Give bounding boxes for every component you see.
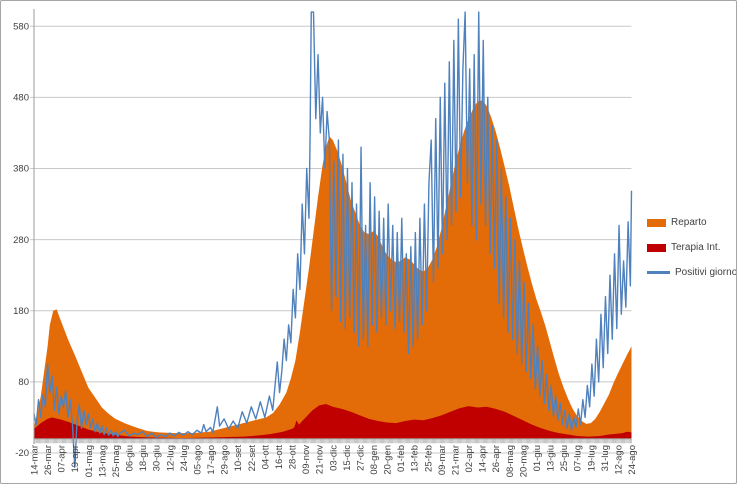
y-axis-label: 480 [13, 93, 29, 104]
x-axis-label: 14-apr [478, 445, 489, 472]
x-axis-label: 21-mar [451, 445, 462, 475]
y-axis-label: 80 [18, 377, 29, 388]
x-axis-label: 22-set [247, 445, 258, 472]
daily-tick-marks [33, 439, 632, 444]
x-axis-label: 28-ott [288, 445, 299, 470]
y-axis-label: 280 [13, 235, 29, 246]
x-axis-label: 26-apr [491, 445, 502, 472]
x-axis-label: 13-feb [410, 445, 421, 472]
x-axis-label: 01-feb [396, 445, 407, 472]
x-axis-label: 25-giu [559, 445, 570, 471]
x-axis-label: 12-lug [165, 445, 176, 471]
x-axis-label: 08-mag [505, 445, 516, 477]
x-axis-label: 18-giu [138, 445, 149, 471]
x-axis-label: 20-gen [383, 445, 394, 475]
x-axis-label: 21-nov [315, 445, 326, 474]
x-axis-label: 16-ott [274, 445, 285, 470]
reparto-area-swatch [647, 218, 666, 227]
legend-item-positivi-giorno: Positivi giorno [647, 260, 737, 285]
x-axis-label: 25-mag [111, 445, 122, 477]
chart-legend: Reparto Terapia Int. Positivi giorno [647, 210, 737, 285]
x-axis-label: 30-giu [152, 445, 163, 471]
y-axis-label: 380 [13, 164, 29, 175]
x-axis-label: 14-mar [30, 445, 41, 475]
x-axis-label: 17-ago [206, 445, 217, 475]
y-axis-label: 180 [13, 306, 29, 317]
x-axis-label: 04-ott [260, 445, 271, 470]
x-axis-label: 09-mar [437, 445, 448, 475]
x-axis-label: 10-set [233, 445, 244, 472]
y-axis-label: 580 [13, 22, 29, 33]
x-axis-label: 20-mag [518, 445, 529, 477]
x-axis-label: 13-mag [97, 445, 108, 477]
legend-label-positivi-giorno: Positivi giorno [675, 267, 737, 278]
x-axis-label: 08-gen [369, 445, 380, 475]
x-axis-label: 24-ago [627, 445, 638, 475]
terapia-int-area-swatch [647, 243, 666, 252]
x-axis-label: 19-lug [586, 445, 597, 471]
x-axis-label: 25-feb [423, 445, 434, 472]
y-axis-label: -20 [15, 448, 29, 459]
x-axis-label: 24-lug [179, 445, 190, 471]
x-axis-label: 12-ago [613, 445, 624, 475]
x-axis-label: 01-giu [532, 445, 543, 471]
x-axis-label: 27-dic [355, 445, 366, 471]
x-axis-label: 02-apr [464, 445, 475, 472]
x-axis-label: 19-apr [70, 445, 81, 472]
x-axis-label: 07-lug [573, 445, 584, 471]
x-axis-label: 13-giu [546, 445, 557, 471]
legend-item-terapia-int: Terapia Int. [647, 235, 736, 260]
legend-label-terapia-int: Terapia Int. [671, 242, 721, 253]
positivi-giorno-line-swatch [647, 271, 670, 274]
x-axis-label: 07-apr [57, 445, 68, 472]
x-axis-label: 15-dic [342, 445, 353, 471]
series-area-terapia-int- [34, 403, 632, 439]
series-line-positivi-giorno [33, 11, 633, 468]
x-axis-label: 26-mar [43, 445, 54, 475]
legend-item-reparto: Reparto [647, 210, 736, 235]
x-axis-label: 29-ago [220, 445, 231, 475]
x-axis-label: 06-giu [125, 445, 136, 471]
x-axis-label: 05-ago [193, 445, 204, 475]
x-axis-label: 31-lug [600, 445, 611, 471]
x-axis-label: 09-nov [301, 445, 312, 474]
legend-label-reparto: Reparto [671, 217, 707, 228]
x-axis-label: 03-dic [328, 445, 339, 471]
x-axis-label: 01-mag [84, 445, 95, 477]
